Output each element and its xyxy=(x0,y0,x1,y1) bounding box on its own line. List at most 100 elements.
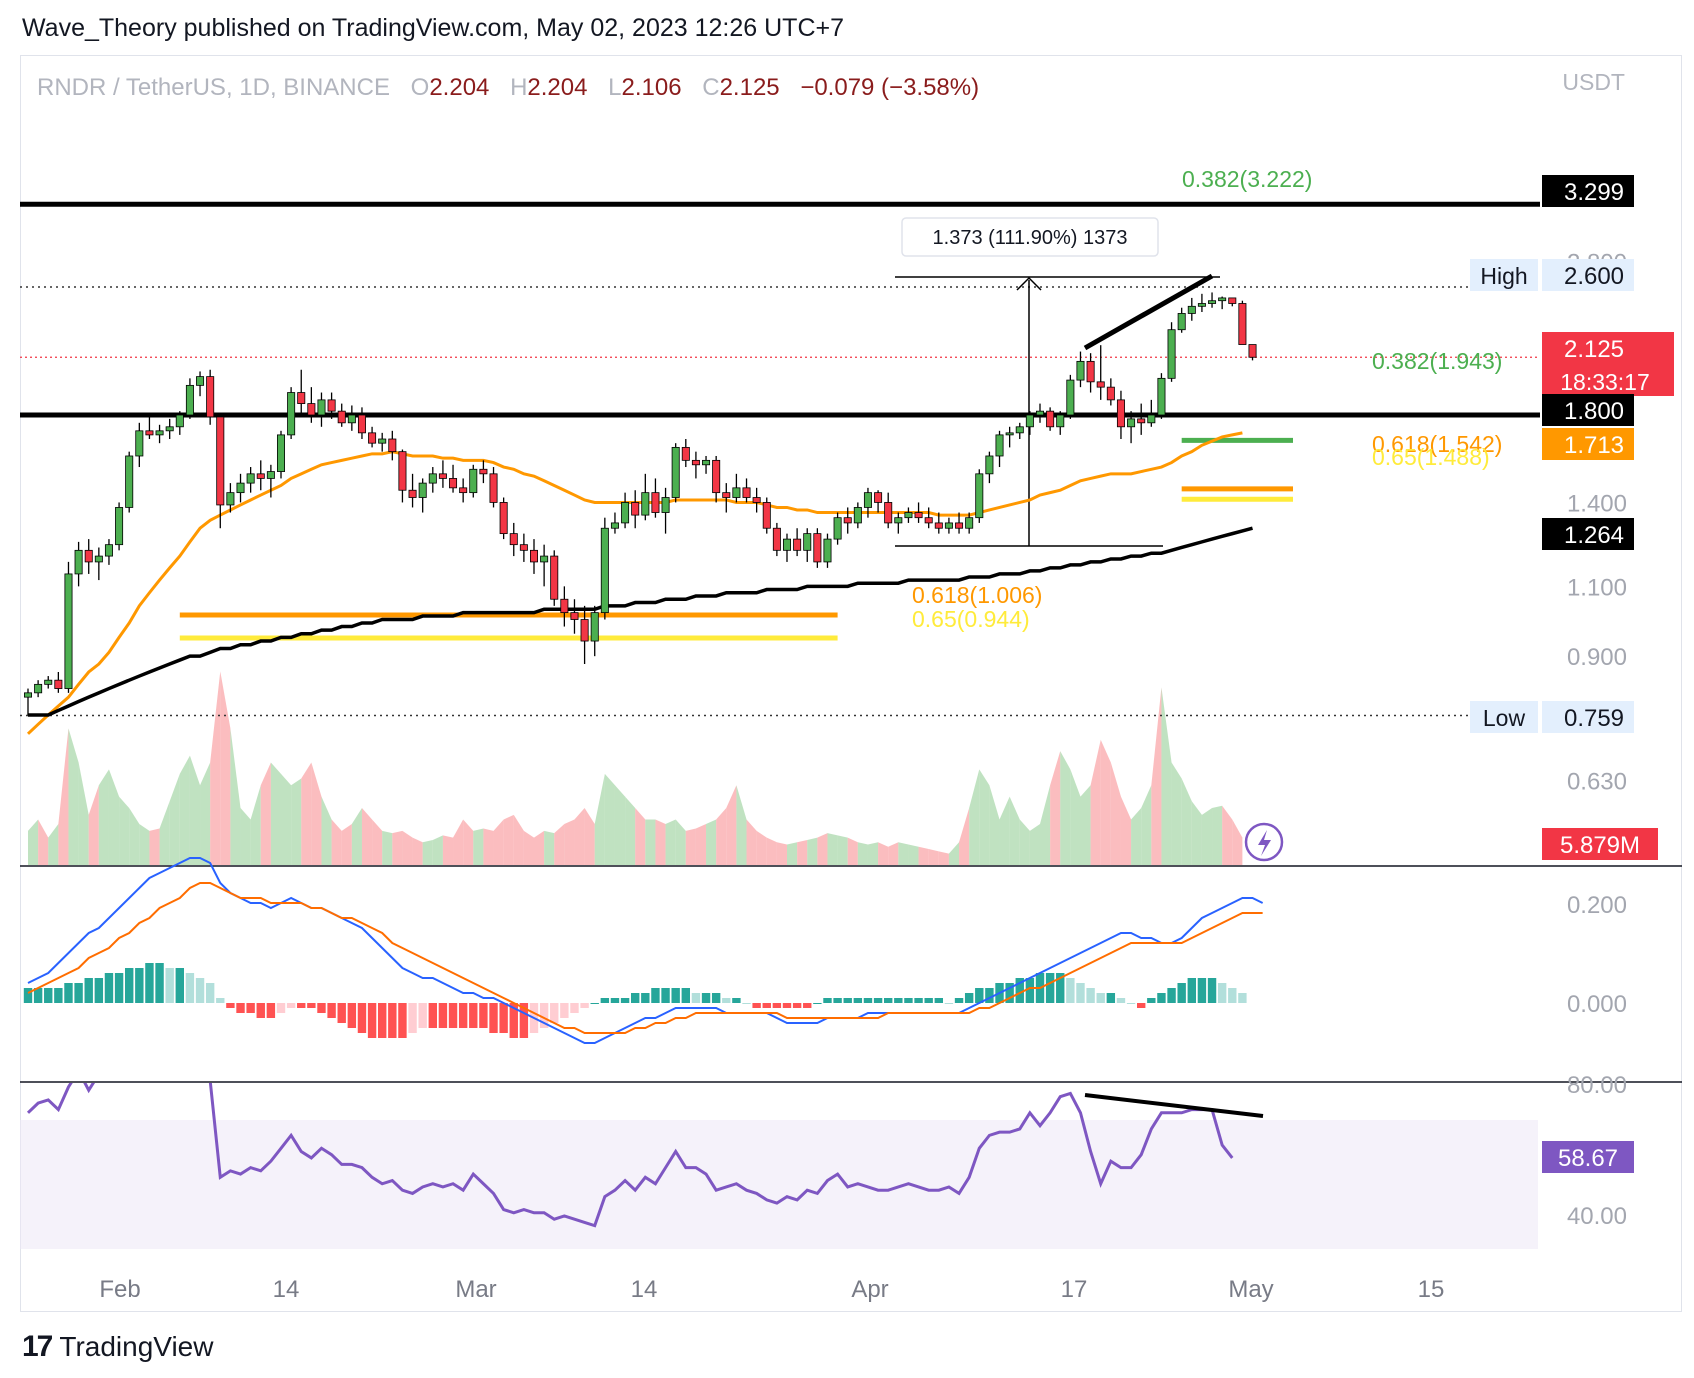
candle xyxy=(459,478,468,503)
macd-histogram-bar xyxy=(944,1003,954,1004)
volume-segment xyxy=(361,808,373,865)
candle-body xyxy=(722,492,731,498)
candle-body xyxy=(125,455,134,508)
rsi-badge-bg xyxy=(1542,1141,1634,1173)
price-badge-countdown: 18:33:17 xyxy=(1560,369,1650,395)
lightning-bolt-icon xyxy=(1258,830,1271,856)
candle xyxy=(307,387,316,423)
macd-histogram-bar xyxy=(489,1003,498,1033)
price-badge-1713: 1.713 xyxy=(1542,428,1634,460)
macd-histogram-bar xyxy=(924,998,933,1003)
macd-histogram-bar xyxy=(853,998,863,1003)
price-badge-2600: 2.600 High xyxy=(1470,259,1634,291)
macd-histogram-bar xyxy=(509,1003,518,1038)
candle-body xyxy=(631,502,640,516)
candle xyxy=(671,443,680,503)
macd-histogram-bar xyxy=(711,993,721,1003)
candle-body xyxy=(449,478,458,489)
volume-segment xyxy=(463,819,474,865)
candle-body xyxy=(115,507,124,546)
candle xyxy=(216,415,225,529)
candle xyxy=(1208,292,1217,308)
volume-segment xyxy=(594,773,605,865)
candle-body xyxy=(1187,305,1196,314)
candle xyxy=(519,533,528,562)
volume-segment xyxy=(756,830,767,865)
candle-body xyxy=(509,533,518,546)
macd-histogram-bar xyxy=(691,993,701,1003)
candle-body xyxy=(955,522,964,529)
macd-histogram-bar xyxy=(1167,988,1176,1003)
rsi-tick-label: 80.00 xyxy=(1567,1072,1627,1099)
candle-body xyxy=(762,502,771,529)
legend-open-value: 2.204 xyxy=(429,74,489,101)
volume-segment xyxy=(675,819,686,865)
price-badge-value: 3.299 xyxy=(1564,179,1624,206)
volume-segment xyxy=(1029,824,1040,865)
candle-body xyxy=(327,399,336,412)
currency-label: USDT xyxy=(1562,69,1625,95)
candle-body xyxy=(540,555,549,563)
macd-histogram-bar xyxy=(873,998,883,1003)
volume-segment xyxy=(1181,778,1192,865)
volume-segment xyxy=(625,796,636,865)
macd-histogram-bar xyxy=(44,988,53,1003)
candle-body xyxy=(691,459,700,466)
macd-histogram-bar xyxy=(286,1003,296,1008)
candle xyxy=(1127,411,1136,444)
macd-histogram-bar xyxy=(1116,998,1126,1003)
volume-segment xyxy=(665,819,676,865)
candle xyxy=(165,418,174,440)
candle xyxy=(631,490,640,529)
macd-histogram-bar xyxy=(620,998,630,1003)
volume-segment xyxy=(574,808,585,865)
candle-body xyxy=(681,446,690,461)
macd-tick-label: 0.200 xyxy=(1567,892,1627,919)
candle-body xyxy=(459,487,468,494)
macd-histogram-bar xyxy=(438,1003,448,1028)
macd-histogram-bar xyxy=(600,998,610,1003)
candle xyxy=(276,430,285,479)
levels-layer xyxy=(20,201,1540,717)
volume-segment xyxy=(766,837,777,865)
price-tag-label: High xyxy=(1480,263,1527,289)
candle-body xyxy=(266,471,275,479)
candle-body xyxy=(843,517,852,524)
volume-segment xyxy=(938,851,949,865)
footer: 17 TradingView xyxy=(22,1330,213,1364)
candle xyxy=(236,473,245,503)
macd-histogram-bar xyxy=(884,998,893,1003)
price-badge-bg xyxy=(1542,518,1634,550)
macd-histogram-bar xyxy=(195,978,205,1003)
candle-body xyxy=(206,376,215,418)
macd-histogram-bar xyxy=(155,963,164,1003)
candle-body xyxy=(671,446,680,498)
macd-histogram-bar xyxy=(610,998,620,1003)
candle-body xyxy=(44,679,53,685)
volume-segment xyxy=(1080,785,1091,865)
macd-histogram-bar xyxy=(327,1003,336,1018)
volume-segment xyxy=(584,808,595,865)
volume-segment xyxy=(959,808,970,865)
volume-segment xyxy=(635,808,646,865)
macd-histogram-bar xyxy=(357,1003,367,1033)
price-badge-bg xyxy=(1542,394,1634,426)
volume-segment xyxy=(453,819,464,865)
candle xyxy=(449,464,458,493)
volume-segment xyxy=(270,762,281,865)
macd-histogram-bar xyxy=(1197,978,1207,1003)
candle-body xyxy=(651,492,660,513)
candle xyxy=(681,439,690,468)
macd-histogram-bar xyxy=(23,988,33,1003)
candle-body xyxy=(934,522,943,529)
volume-segment xyxy=(1131,808,1142,865)
candle-body xyxy=(813,533,822,563)
macd-histogram-bar xyxy=(64,983,73,1003)
candle xyxy=(135,422,144,468)
macd-histogram-bar xyxy=(256,1003,265,1018)
candle xyxy=(995,430,1004,468)
price-badge-2125: 2.125 18:33:17 xyxy=(1542,332,1674,396)
candle-body xyxy=(388,438,397,453)
volume-segment xyxy=(260,762,271,865)
